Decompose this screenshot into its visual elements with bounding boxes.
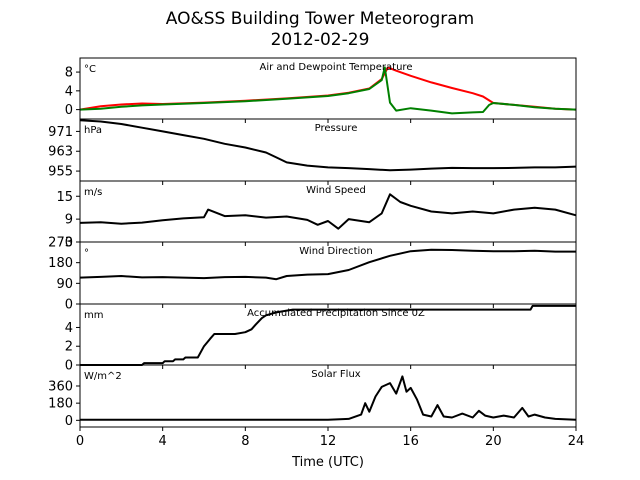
y-tick-label: 0 [65,298,73,313]
y-tick-label: 9 [65,213,73,228]
panel-title: Wind Direction [299,246,373,257]
y-tick-label: 2 [65,340,73,355]
panel-unit-label: mm [84,310,103,321]
y-tick-label: 90 [56,277,73,292]
y-tick-label: 3 [65,236,73,251]
y-tick-label: 8 [65,66,73,81]
y-tick-label: 955 [48,165,73,180]
y-tick-label: 971 [48,125,73,140]
panel-5: 4 2 0 mm Accumulated Precipitation Since 0Z [65,303,577,374]
panel-title: Accumulated Precipitation Since 0Z [247,308,425,319]
x-tick-label: 4 [159,434,167,449]
y-tick-label: 4 [65,321,73,336]
y-tick-label: 0 [65,359,73,374]
series-line-3-1 [79,193,577,230]
series-line-2-1 [79,119,577,172]
y-tick-label: 963 [48,145,73,160]
y-tick-label: 360 [48,379,73,394]
panel-title: Pressure [315,123,358,134]
panels-group: 048 °C Air and Dewpoint Temperature9719639… [48,57,577,431]
y-tick-label: 0 [65,103,73,118]
x-tick-label: 0 [76,434,84,449]
x-tick-label: 16 [402,434,419,449]
panel-3: 15 9 3 m/s Wind Speed [56,180,577,251]
y-tick-label: 4 [65,84,73,99]
y-tick-label: 0 [65,414,73,429]
panel-6: 360 180 0 W/m^2 Solar Flux [48,364,577,431]
panel-1: 0 4 8 °C Air and Dewpoint Temperature [65,57,577,123]
x-tick-label: 20 [485,434,502,449]
panel-unit-label: hPa [84,125,102,136]
x-axis-label: Time (UTC) [291,455,364,470]
x-tick-label: 24 [568,434,585,449]
panel-unit-label: °C [84,64,96,75]
panel-unit-label: m/s [84,187,102,198]
series-line-1-2 [79,66,577,115]
panel-4: 270 180 90 0 ° Wind Direction [48,236,577,313]
panel-title: Wind Speed [306,185,366,196]
y-tick-label: 180 [48,256,73,271]
series-line-5-1 [80,304,576,366]
x-tick-label: 8 [241,434,249,449]
y-tick-label: 270 [48,236,73,251]
panel-title: Solar Flux [311,369,361,380]
figure-title-line1: AO&SS Building Tower Meteorogram [166,9,474,29]
panel-unit-label: ° [84,248,89,259]
figure-title-line2: 2012-02-29 [271,30,370,50]
x-tick-label: 12 [320,434,337,449]
y-tick-label: 180 [48,397,73,412]
series-line-6-1 [80,375,577,421]
panel-2: 971 963 955 hPa Pressure [48,118,577,185]
x-axis: 0 4 8 12 16 20 24 [76,434,584,449]
panel-title: Air and Dewpoint Temperature [260,62,413,73]
panel-unit-label: W/m^2 [84,371,122,382]
y-tick-label: 15 [56,190,73,205]
series-line-4-1 [79,248,576,281]
